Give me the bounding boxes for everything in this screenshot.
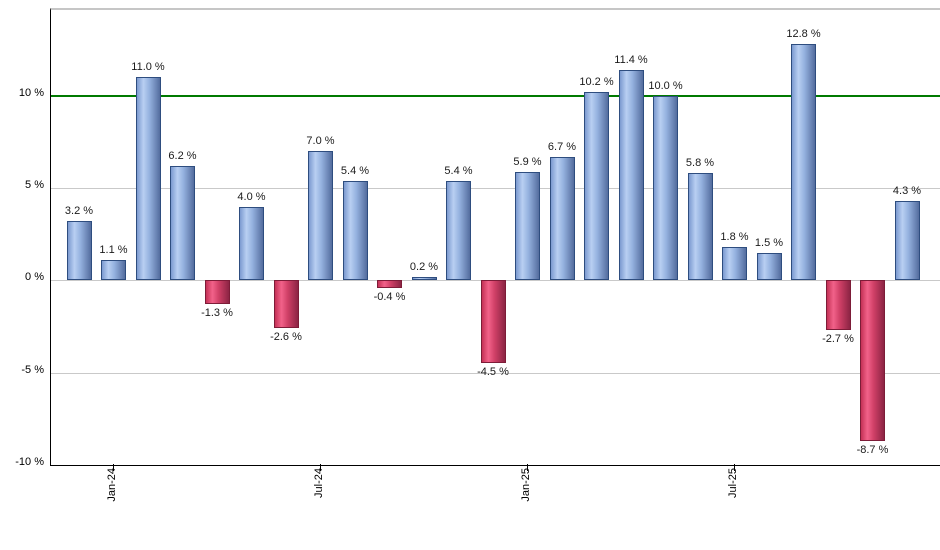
bar-value-label: 1.5 % <box>754 236 784 249</box>
gridline--5 <box>51 372 940 374</box>
bar-value-label: 0.2 % <box>409 260 439 273</box>
bar-value-label: 11.0 % <box>131 61 165 74</box>
bar <box>342 180 368 281</box>
bar-value-label: 11.4 % <box>614 53 648 66</box>
x-tick-label: Jul-25 <box>726 468 739 498</box>
bar <box>446 180 471 281</box>
bar <box>239 206 264 281</box>
y-tick-label: -5 % <box>21 363 44 376</box>
y-tick-label: 0 % <box>25 271 44 284</box>
bar-value-label: 1.8 % <box>720 231 749 244</box>
bar <box>894 201 920 281</box>
bar-value-label: 5.4 % <box>444 164 473 177</box>
y-tick-label: 10 % <box>18 86 44 99</box>
bar <box>584 92 609 281</box>
bar-value-label: 1.1 % <box>99 244 128 257</box>
bar-value-label: 4.0 % <box>237 190 266 203</box>
x-tick-label: Jul-24 <box>312 468 325 498</box>
bar-value-label: -1.3 % <box>201 307 233 320</box>
bar-value-label: -4.5 % <box>477 366 509 379</box>
bar-value-label: 6.7 % <box>547 140 577 153</box>
x-tick-mark <box>733 464 735 471</box>
bar-value-label: 10.2 % <box>579 76 614 89</box>
bar <box>135 77 161 281</box>
bar <box>653 95 678 281</box>
bar <box>411 276 437 281</box>
bar <box>825 280 851 331</box>
plot-area: 3.2 % 1.1 % 11.0 % 6.2 % -1.3 % 4.0 % -2.6 % 7.… <box>50 8 940 466</box>
bar-value-label: -2.6 % <box>270 331 302 344</box>
bar-value-label: 7.0 % <box>306 135 335 148</box>
bar-value-label: 6.2 % <box>168 149 197 162</box>
bar-value-label: 5.9 % <box>513 155 542 168</box>
bar-value-label: 5.4 % <box>340 164 370 177</box>
x-tick-mark <box>526 464 528 471</box>
bar <box>170 165 195 281</box>
bar <box>687 173 713 281</box>
x-tick-label: Jan-24 <box>105 468 118 502</box>
bar <box>549 156 575 281</box>
bar <box>377 280 402 288</box>
bar-value-label: -0.4 % <box>373 290 406 303</box>
bar-value-label: 5.8 % <box>685 157 715 170</box>
bar-value-label: -8.7 % <box>856 444 889 456</box>
bar <box>860 280 885 441</box>
bar-value-label: 10.0 % <box>648 79 683 92</box>
bar-value-label: 12.8 % <box>786 28 821 41</box>
y-tick-label: 5 % <box>25 179 44 192</box>
bar-value-label: -2.7 % <box>822 333 854 346</box>
bar <box>101 260 126 281</box>
reference-line-10pct <box>51 94 940 97</box>
bar <box>791 44 816 281</box>
bar <box>308 151 333 281</box>
bar <box>204 280 230 305</box>
bar <box>273 280 299 329</box>
x-tick-mark <box>319 464 321 471</box>
bar <box>66 221 92 281</box>
bar <box>480 280 506 364</box>
y-tick-label: -10 % <box>15 456 44 468</box>
gridline-5 <box>51 188 940 190</box>
bar <box>756 252 782 281</box>
x-tick-mark <box>112 464 114 471</box>
bar-value-label: 4.3 % <box>892 185 922 198</box>
x-tick-label: Jan-25 <box>519 468 532 502</box>
bar <box>722 247 747 281</box>
bar <box>618 69 644 281</box>
bar-value-label: 3.2 % <box>64 205 94 218</box>
bar <box>515 171 540 281</box>
